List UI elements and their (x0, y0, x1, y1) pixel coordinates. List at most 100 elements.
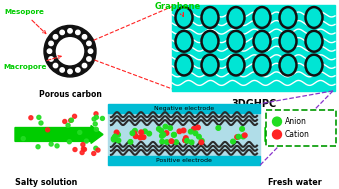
Circle shape (81, 143, 85, 146)
Circle shape (47, 49, 52, 53)
Circle shape (130, 131, 135, 136)
Circle shape (92, 117, 96, 121)
Circle shape (183, 136, 188, 140)
Circle shape (169, 139, 174, 143)
Ellipse shape (176, 55, 193, 75)
Circle shape (69, 118, 73, 122)
Text: 3DGHPC: 3DGHPC (231, 99, 276, 109)
Text: Porous carbon: Porous carbon (39, 90, 101, 99)
Circle shape (37, 115, 41, 119)
Circle shape (49, 142, 53, 146)
Circle shape (197, 134, 201, 139)
Circle shape (60, 68, 64, 72)
Circle shape (87, 41, 91, 46)
Circle shape (29, 116, 33, 120)
Circle shape (163, 124, 168, 129)
Circle shape (235, 135, 239, 139)
Circle shape (177, 129, 182, 134)
Ellipse shape (227, 7, 244, 28)
Circle shape (49, 57, 53, 61)
Circle shape (168, 126, 173, 130)
Circle shape (55, 144, 59, 148)
Text: Salty solution: Salty solution (15, 177, 77, 187)
Circle shape (141, 135, 146, 139)
Circle shape (160, 134, 164, 138)
Circle shape (183, 138, 188, 142)
Circle shape (138, 135, 143, 140)
Circle shape (116, 132, 120, 137)
Ellipse shape (279, 55, 297, 75)
Circle shape (78, 130, 82, 134)
Circle shape (96, 148, 100, 152)
Circle shape (159, 129, 164, 133)
Circle shape (273, 130, 281, 139)
Circle shape (112, 136, 116, 141)
Circle shape (94, 115, 98, 119)
Ellipse shape (305, 31, 322, 52)
Circle shape (67, 140, 71, 144)
Circle shape (73, 114, 77, 118)
Circle shape (174, 140, 178, 144)
Circle shape (93, 122, 97, 126)
Ellipse shape (227, 31, 244, 52)
Circle shape (113, 134, 117, 139)
Circle shape (63, 119, 67, 123)
Circle shape (132, 131, 137, 136)
Circle shape (164, 131, 169, 135)
Circle shape (114, 130, 119, 135)
Circle shape (273, 117, 281, 126)
Circle shape (128, 140, 133, 144)
Circle shape (53, 63, 58, 68)
Circle shape (157, 127, 161, 131)
Circle shape (84, 139, 88, 143)
Circle shape (66, 123, 70, 127)
Bar (108, 156, 260, 165)
FancyArrow shape (265, 125, 320, 143)
Bar (172, 5, 335, 91)
Circle shape (172, 132, 176, 137)
Text: Graphene: Graphene (155, 2, 201, 16)
Text: Negative electrode: Negative electrode (154, 106, 214, 111)
Ellipse shape (201, 31, 219, 52)
Bar (108, 104, 260, 113)
Circle shape (73, 148, 77, 152)
Circle shape (92, 151, 96, 155)
Ellipse shape (254, 31, 271, 52)
Circle shape (100, 116, 104, 120)
Circle shape (76, 30, 80, 35)
Circle shape (189, 140, 194, 145)
Circle shape (134, 134, 138, 139)
Circle shape (242, 133, 247, 138)
Ellipse shape (279, 7, 297, 28)
Circle shape (147, 131, 152, 136)
Text: Macropore: Macropore (3, 56, 61, 70)
Ellipse shape (227, 55, 244, 75)
Circle shape (82, 35, 87, 39)
Ellipse shape (201, 55, 219, 75)
Ellipse shape (201, 7, 219, 28)
Ellipse shape (176, 31, 193, 52)
Circle shape (81, 147, 85, 151)
Ellipse shape (279, 31, 297, 52)
Circle shape (172, 132, 176, 137)
Circle shape (94, 146, 98, 150)
Ellipse shape (305, 7, 322, 28)
Circle shape (80, 151, 84, 155)
Circle shape (139, 130, 143, 135)
Circle shape (216, 126, 221, 130)
Circle shape (161, 132, 166, 137)
Circle shape (39, 121, 43, 125)
Circle shape (82, 63, 87, 68)
Circle shape (36, 145, 40, 149)
Text: Mesopore: Mesopore (4, 9, 46, 34)
Circle shape (94, 112, 98, 116)
Circle shape (69, 118, 74, 122)
Circle shape (188, 129, 193, 134)
Circle shape (185, 139, 189, 143)
FancyArrow shape (15, 125, 103, 143)
Circle shape (199, 139, 204, 143)
Text: Fresh water: Fresh water (268, 177, 322, 187)
Text: Anion: Anion (285, 117, 307, 126)
Circle shape (82, 147, 86, 151)
Circle shape (53, 35, 58, 39)
